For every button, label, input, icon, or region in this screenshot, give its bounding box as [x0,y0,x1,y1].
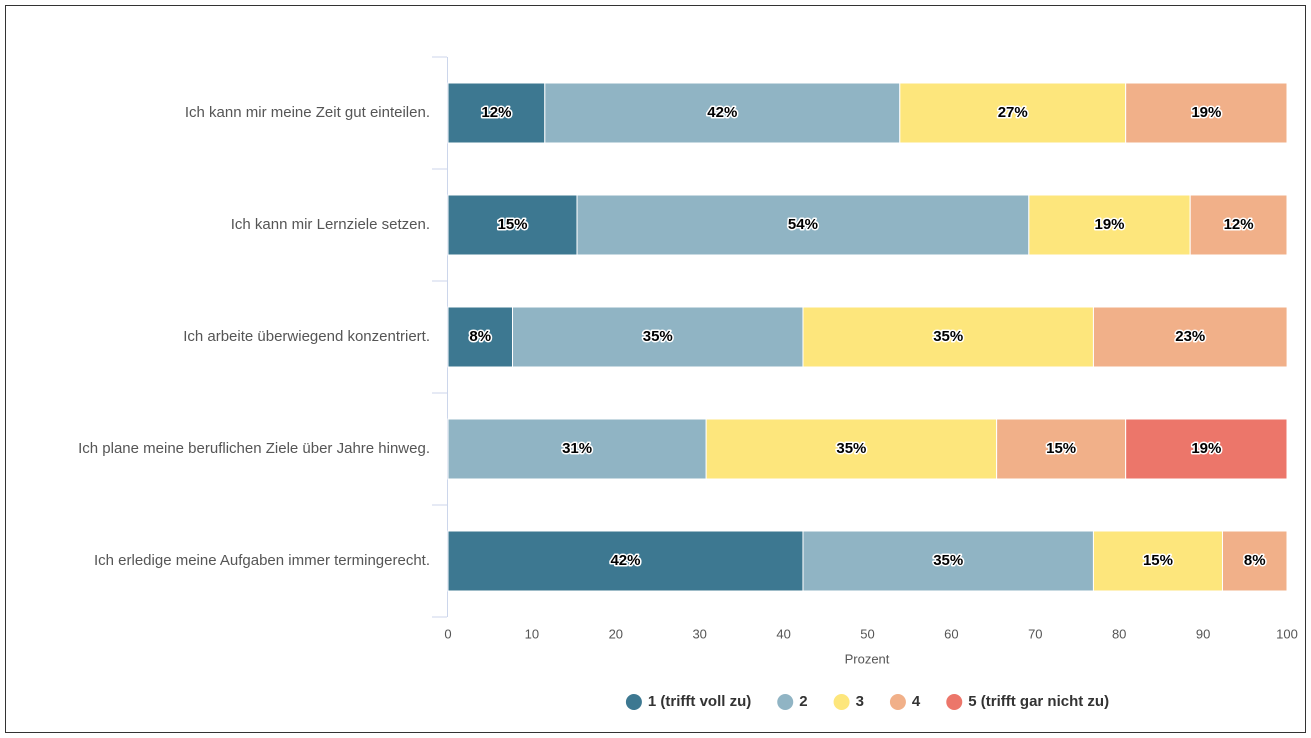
y-tick-label: Ich plane meine beruflichen Ziele über J… [78,440,430,457]
data-label: 35% [643,328,673,345]
bar-segment [447,194,578,256]
legend-marker [946,694,963,710]
legend-label[interactable]: 4 [912,693,921,710]
data-label: 19% [1094,216,1124,233]
x-tick-label: 70 [1028,626,1042,641]
bar-segment [1028,194,1191,256]
data-label: 15% [498,216,528,233]
data-label: 42% [610,552,640,569]
x-tick-label: 80 [1112,626,1126,641]
bar-segment [1092,530,1223,592]
bar-segment [576,194,1030,256]
bar-segment [1125,418,1288,480]
data-label: 19% [1191,440,1221,457]
legend-label[interactable]: 2 [799,693,807,710]
data-label: 54% [788,216,818,233]
data-label: 8% [469,328,491,345]
bar-segment [899,82,1127,144]
x-axis-label: Prozent [845,651,890,666]
bar-segment [1189,194,1288,256]
bar-segment [1221,530,1288,592]
data-label: 8% [1244,552,1266,569]
legend-label[interactable]: 3 [856,693,864,710]
data-label: 15% [1046,440,1076,457]
bar-segment [1092,306,1288,368]
bar-segment [802,306,1094,368]
bar-segment [544,82,901,144]
legend-label[interactable]: 1 (trifft voll zu) [648,693,751,710]
legend-marker [777,694,794,710]
y-tick-label: Ich arbeite überwiegend konzentriert. [183,328,430,345]
legend-marker [889,694,906,710]
legend: 1 (trifft voll zu) 2 3 4 5 (trifft gar nicht… [625,693,1109,710]
y-tick-label: Ich kann mir Lernziele setzen. [230,216,430,233]
legend-marker [833,694,850,710]
bar-segment [705,418,998,480]
bar-segment [447,530,804,592]
x-tick-label: 40 [776,626,790,641]
bar-segment [512,306,804,368]
x-tick-label: 0 [444,626,451,641]
x-tick-label: 60 [944,626,958,641]
x-tick-label: 20 [609,626,623,641]
data-label: 12% [481,104,511,121]
bar-segment [802,530,1094,592]
data-label: 19% [1191,104,1221,121]
legend-marker [625,694,642,710]
x-tick-label: 90 [1196,626,1210,641]
x-tick-label: 100 [1276,626,1298,641]
data-label: 42% [707,104,737,121]
data-label: 35% [933,328,963,345]
data-label: 27% [998,104,1028,121]
data-label: 31% [562,440,592,457]
data-label: 12% [1224,216,1254,233]
legend-label[interactable]: 5 (trifft gar nicht zu) [968,693,1109,710]
data-label: 35% [933,552,963,569]
data-label: 15% [1143,552,1173,569]
y-tick-label: Ich erledige meine Aufgaben immer termin… [93,552,430,569]
data-label: 23% [1175,328,1205,345]
bar-segment [447,418,707,480]
frame [5,5,1306,733]
x-tick-label: 10 [525,626,539,641]
bar-segment [1125,82,1288,144]
y-tick-label: Ich kann mir meine Zeit gut einteilen. [184,104,430,121]
x-tick-label: 50 [860,626,874,641]
x-tick-label: 30 [692,626,706,641]
data-label: 35% [836,440,866,457]
